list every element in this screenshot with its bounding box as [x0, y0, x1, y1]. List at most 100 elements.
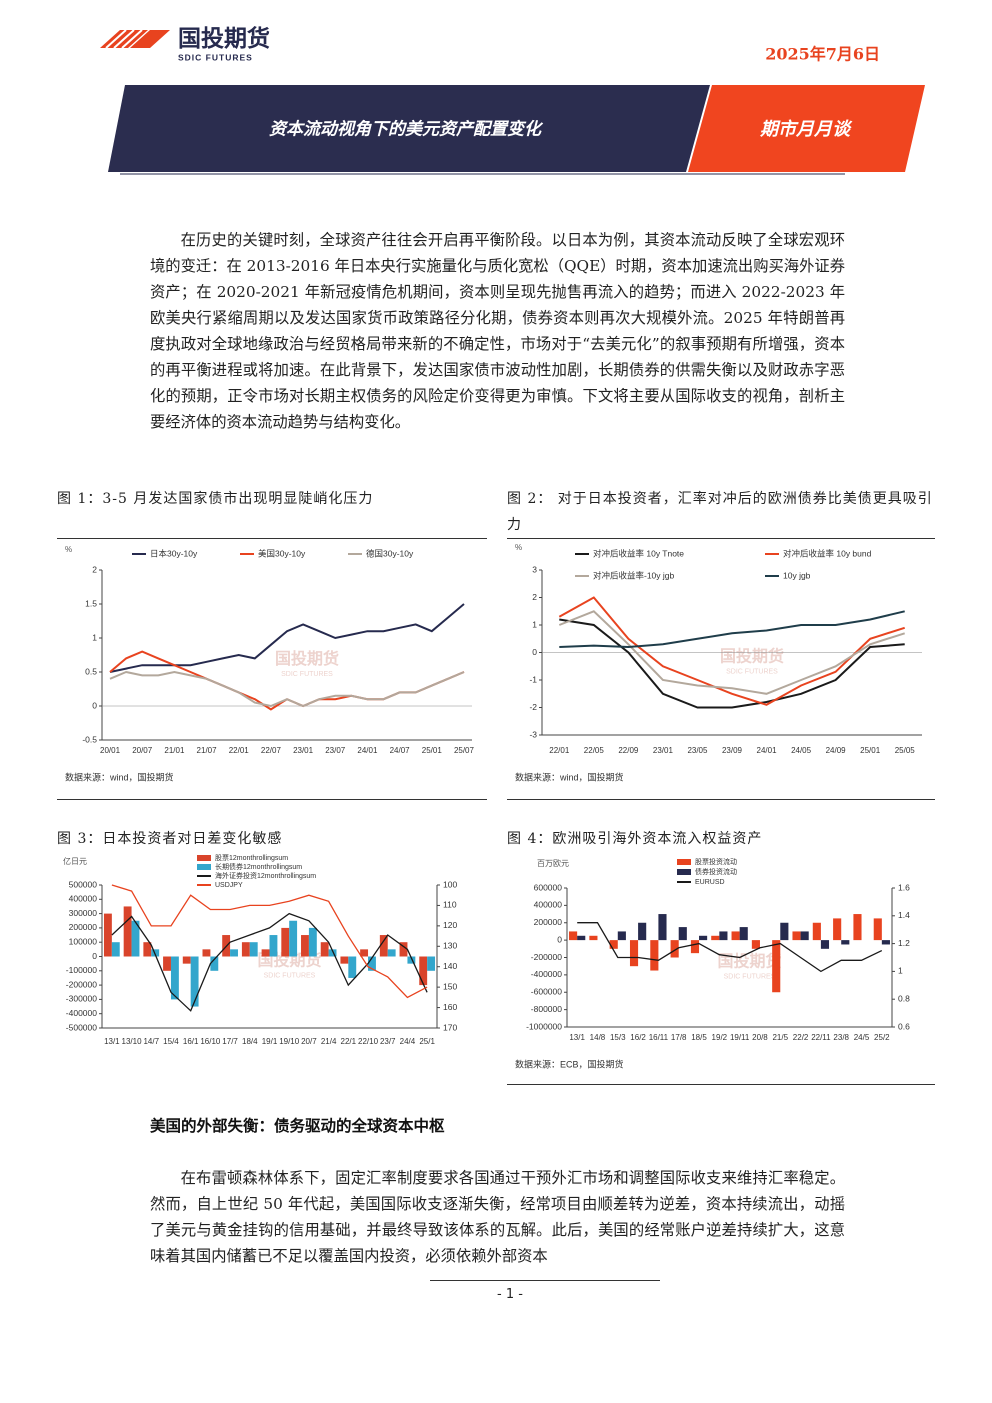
y-tick-label: -1 — [529, 674, 537, 684]
y2-tick-label: 140 — [443, 961, 457, 971]
bar — [780, 922, 789, 941]
bar — [163, 956, 171, 971]
x-tick-label: 19/2 — [712, 1033, 728, 1042]
legend-label: 海外证券投资12monthrollingsum — [215, 871, 316, 880]
x-tick-label: 20/8 — [752, 1033, 768, 1042]
logo-stripes — [105, 29, 143, 49]
bar — [190, 956, 199, 1007]
series-line — [558, 610, 906, 695]
bar — [772, 940, 781, 993]
x-tick-label: 24/05 — [791, 746, 812, 755]
bar — [320, 942, 329, 957]
x-tick-label: 22/10 — [358, 1037, 379, 1046]
bar — [690, 940, 700, 954]
x-tick-label: 24/5 — [854, 1033, 870, 1042]
chart-source: 数据来源：wind，国投期货 — [65, 771, 174, 782]
bar — [340, 956, 349, 964]
bar — [368, 956, 376, 971]
figure-chart: 国投期货 SDIC FUTURES% -0.5 0 0.5 1 1.5 2 20/01 20/07… — [57, 538, 487, 800]
watermark: 国投期货 — [275, 649, 339, 668]
x-tick-label: 20/7 — [301, 1037, 317, 1046]
x-tick-label: 16/10 — [200, 1037, 221, 1046]
x-tick-label: 23/7 — [380, 1037, 396, 1046]
y-tick-label: 2 — [532, 592, 537, 602]
x-tick-label: 25/07 — [454, 746, 475, 755]
x-tick-label: 16/2 — [630, 1033, 646, 1042]
x-tick-label: 17/7 — [222, 1037, 238, 1046]
legend-label: 债券投资流动 — [695, 867, 737, 876]
x-tick-label: 23/01 — [653, 746, 674, 755]
bar — [629, 940, 639, 967]
y-tick-label: 400000 — [69, 894, 98, 904]
bar — [103, 913, 112, 957]
legend-swatch — [677, 859, 691, 865]
x-tick-label: 25/01 — [422, 746, 443, 755]
y-tick-label: 0 — [92, 951, 97, 961]
bar — [202, 949, 211, 957]
x-tick-label: 23/8 — [833, 1033, 849, 1042]
legend-swatch — [677, 869, 691, 875]
logo-text: 国投期货 — [178, 25, 270, 51]
bar — [301, 935, 309, 957]
y2-tick-label: 100 — [443, 879, 457, 889]
x-tick-label: 16/11 — [649, 1033, 669, 1042]
watermark: SDIC FUTURES — [281, 671, 333, 678]
y-tick-label: 1 — [532, 619, 537, 629]
bar — [719, 931, 728, 941]
y-tick-label: -200000 — [66, 979, 97, 989]
y2-tick-label: 130 — [443, 941, 457, 951]
legend-label: USDJPY — [215, 882, 243, 889]
y2-tick-label: 1.4 — [898, 910, 910, 920]
series-line — [559, 618, 905, 709]
y-tick-label: -300000 — [66, 994, 97, 1004]
bar — [269, 935, 278, 957]
bar — [589, 935, 598, 941]
logo-mark — [130, 30, 170, 48]
watermark: SDIC FUTURES — [726, 668, 778, 675]
x-tick-label: 14/8 — [590, 1033, 606, 1042]
legend-label: 对冲后收益率 10y bund — [783, 548, 872, 558]
y2-tick-label: 0.8 — [898, 993, 910, 1003]
x-tick-label: 19/11 — [730, 1033, 750, 1042]
x-tick-label: 22/2 — [793, 1033, 809, 1042]
figure-caption: 图 3：日本投资者对日差变化敏感 — [57, 831, 283, 847]
x-tick-label: 24/01 — [357, 746, 378, 755]
y-axis-unit: % — [65, 545, 72, 554]
bar — [670, 940, 679, 958]
figure-chart: 国投期货 SDIC FUTURES% -3 -2 -1 0 1 2 3 22/01 22/05 22/… — [507, 538, 935, 800]
bar — [731, 931, 740, 941]
bar — [751, 940, 760, 949]
y-tick-label: 3 — [532, 564, 537, 574]
x-tick-label: 22/05 — [584, 746, 605, 755]
y2-tick-label: 160 — [443, 1002, 457, 1012]
y-axis-unit: % — [515, 543, 522, 552]
x-tick-label: 19/10 — [279, 1037, 300, 1046]
x-tick-label: 17/8 — [671, 1033, 687, 1042]
x-tick-label: 22/11 — [811, 1033, 831, 1042]
legend-swatch — [197, 855, 211, 861]
legend-label: 长期债券12monthrollingsum — [215, 862, 302, 871]
y-tick-label: 300000 — [69, 908, 98, 918]
y2-tick-label: 110 — [443, 900, 457, 910]
x-tick-label: 24/09 — [826, 746, 847, 755]
y-tick-label: 600000 — [534, 882, 563, 892]
y-tick-label: -2 — [529, 702, 537, 712]
legend-label: 10y jgb — [783, 570, 811, 580]
bar — [833, 918, 842, 941]
x-tick-label: 23/07 — [325, 746, 346, 755]
footer-rule — [430, 1280, 660, 1281]
y-tick-label: 400000 — [534, 900, 563, 910]
x-tick-label: 18/4 — [242, 1037, 258, 1046]
watermark: SDIC FUTURES — [724, 973, 776, 980]
column-banner — [688, 85, 925, 172]
y-axis-unit: 亿日元 — [63, 856, 87, 866]
x-tick-label: 25/01 — [860, 746, 881, 755]
x-tick-label: 15/3 — [610, 1033, 626, 1042]
x-tick-label: 20/07 — [132, 746, 153, 755]
legend-label: 对冲后收益率 10y Tnote — [593, 548, 684, 558]
watermark: 国投期货 — [720, 647, 784, 666]
bar — [812, 922, 821, 941]
bar — [881, 940, 890, 945]
legend-label: 德国30y-10y — [366, 548, 414, 558]
